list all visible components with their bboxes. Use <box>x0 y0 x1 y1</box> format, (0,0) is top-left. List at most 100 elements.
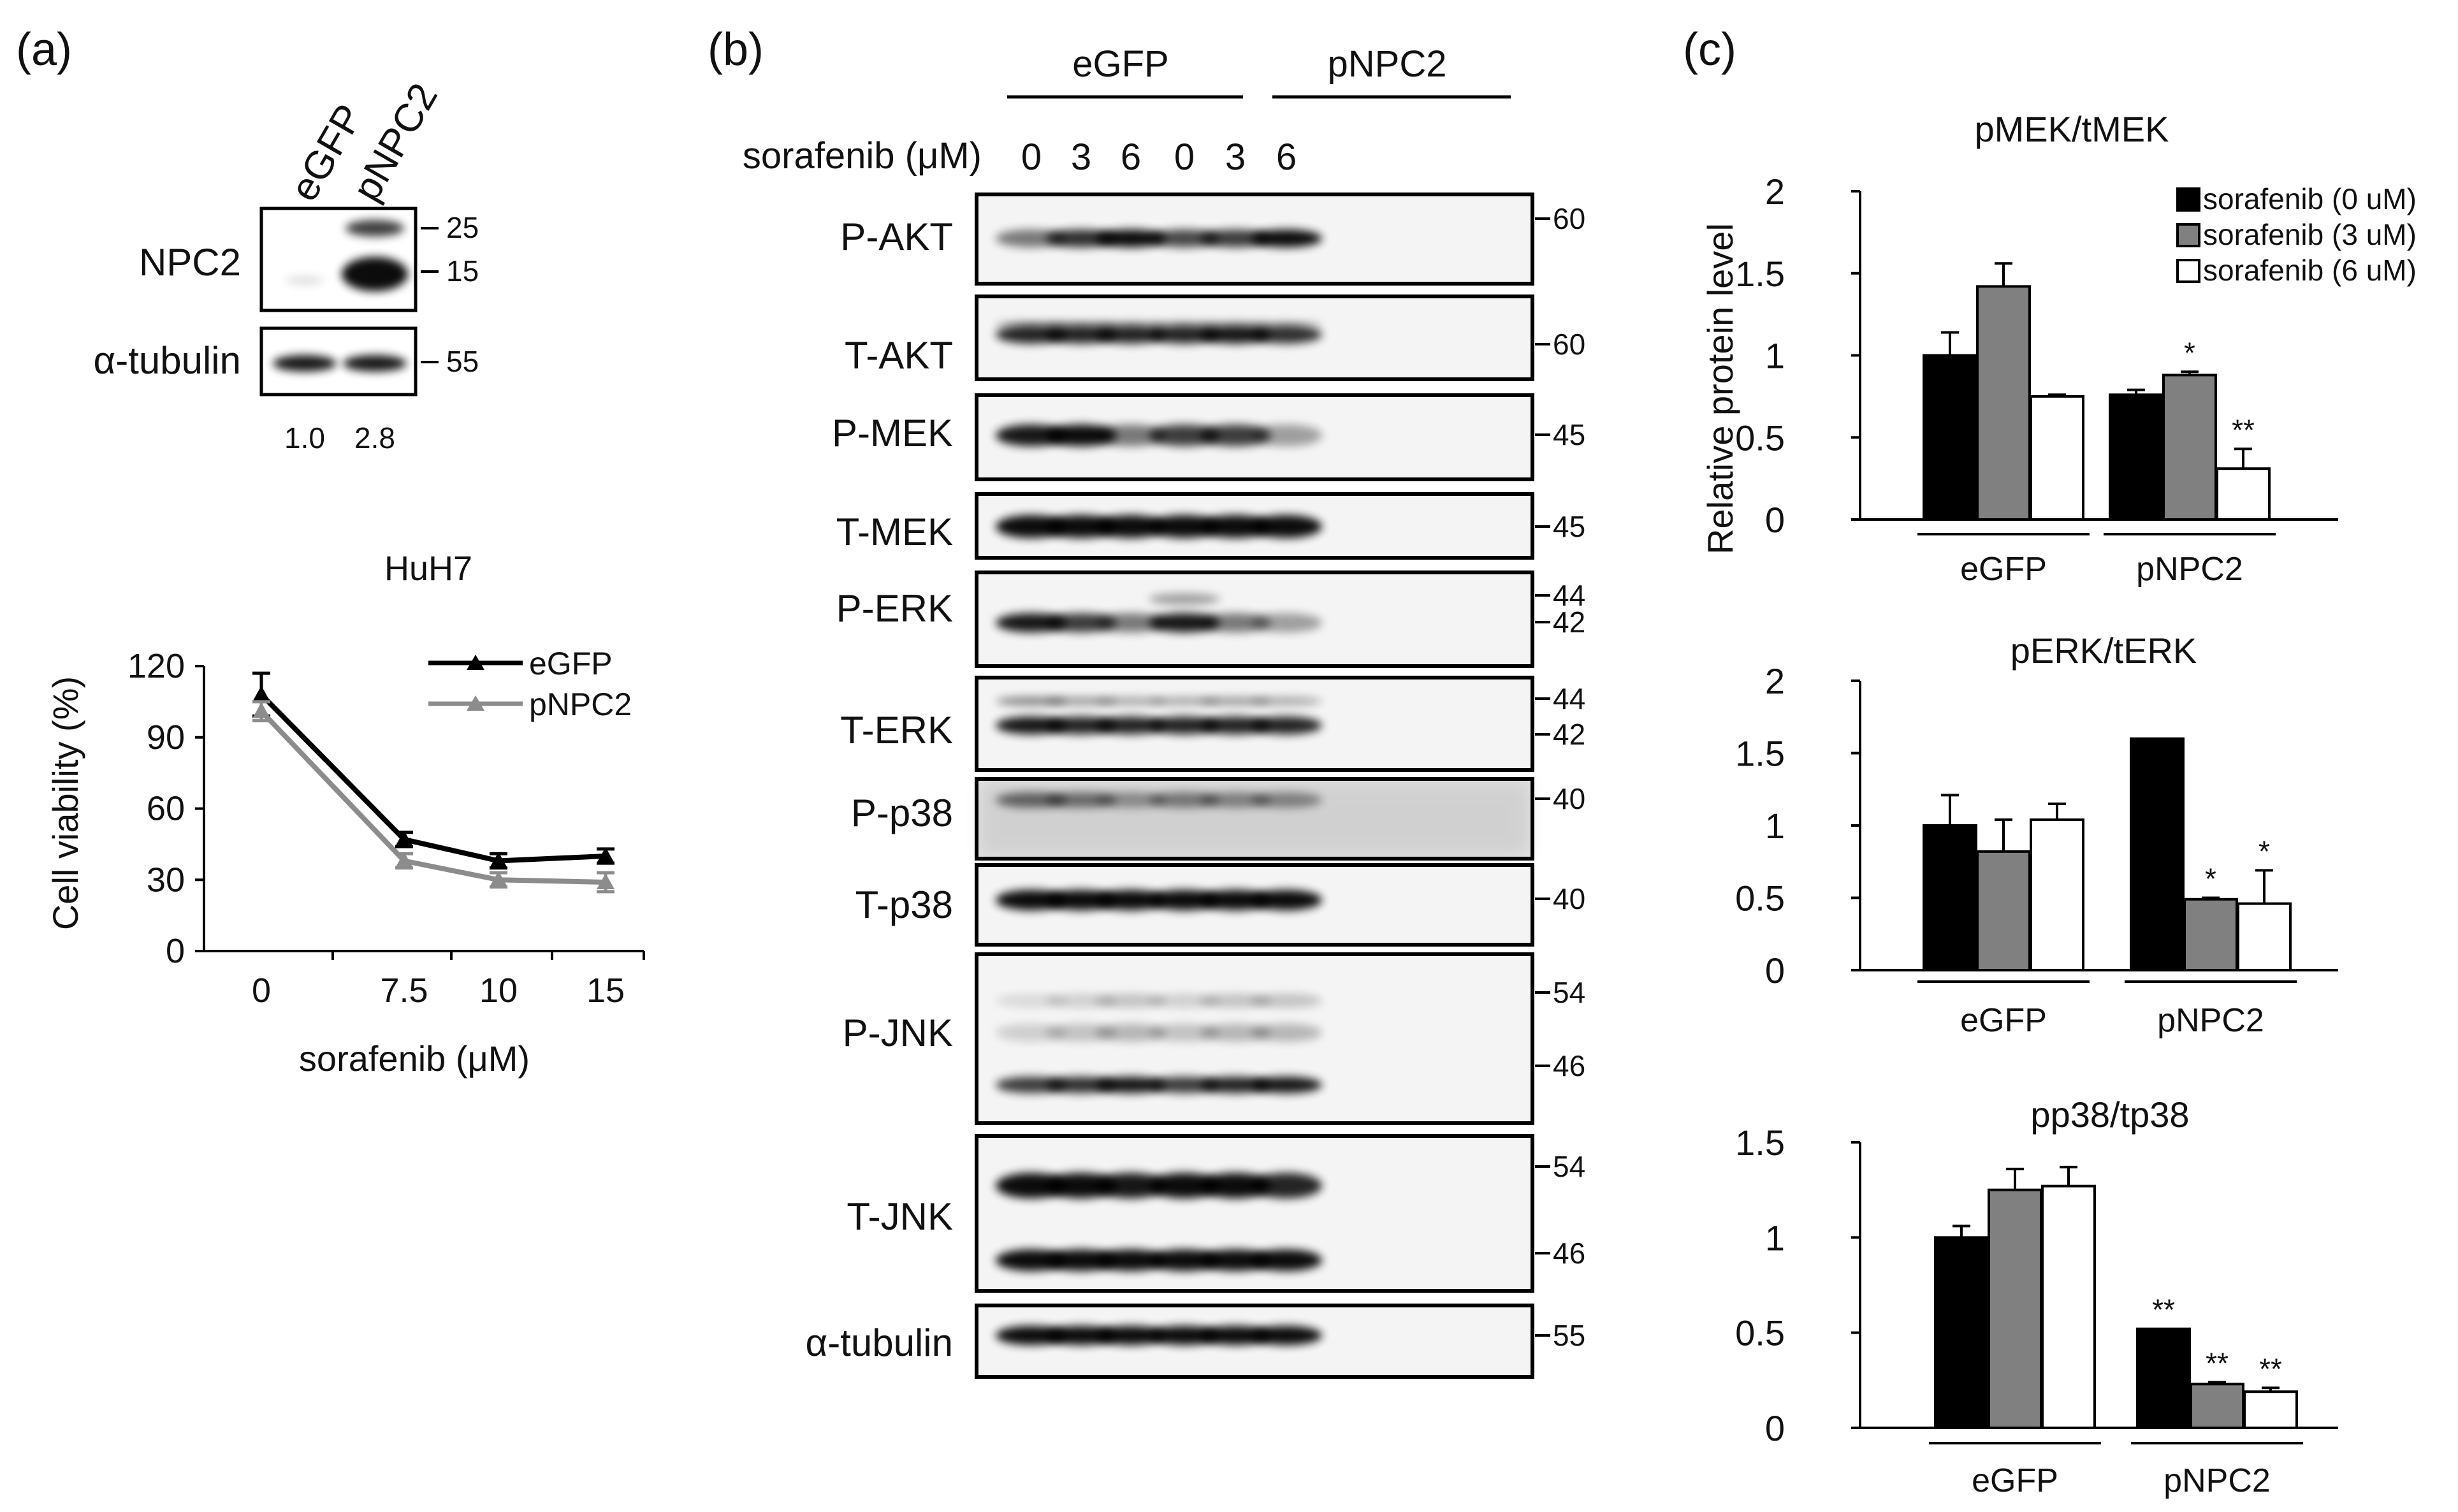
blot-band <box>1045 321 1117 329</box>
blot-label: T-JNK <box>847 1195 953 1238</box>
blot-band <box>1251 697 1322 706</box>
blot-band <box>1095 716 1167 734</box>
mw-marker: 54 <box>1553 1150 1585 1183</box>
x-category-label: pNPC2 <box>2136 551 2243 588</box>
data-point <box>490 852 507 868</box>
blot-band <box>996 1326 1067 1345</box>
blot-band <box>1149 1249 1220 1271</box>
data-point <box>395 852 413 868</box>
blot-band <box>1149 321 1220 329</box>
blot-band <box>1149 326 1220 344</box>
blot-band <box>1045 515 1117 538</box>
significance-mark: ** <box>2206 1346 2229 1379</box>
x-category-label: eGFP <box>1972 1462 2058 1499</box>
blot-band <box>1149 613 1220 632</box>
legend-marker <box>467 695 484 711</box>
lane-label-pnpc2: pNPC2 <box>344 76 446 208</box>
y-tick-label: 0 <box>166 932 185 970</box>
data-point <box>490 871 507 887</box>
bar <box>2109 393 2163 521</box>
bar <box>2216 467 2271 521</box>
chart-title: pERK/tERK <box>2011 630 2197 671</box>
dose-label: 0 <box>1174 136 1195 178</box>
blot-band <box>996 515 1067 538</box>
mw-marker: 42 <box>1553 606 1585 639</box>
blot-band <box>1095 697 1167 706</box>
blot-band <box>1149 1024 1220 1042</box>
bar <box>2130 737 2185 972</box>
blot-label: α-tubulin <box>806 1321 953 1364</box>
blot-band <box>1149 1077 1220 1093</box>
blot-band <box>1095 1249 1167 1271</box>
blot-band <box>1200 326 1271 344</box>
mw-marker: 60 <box>1553 328 1585 361</box>
blot-band <box>273 355 337 372</box>
y-tick-label: 2 <box>1765 171 1785 212</box>
blot-band <box>1095 890 1167 910</box>
blot-band <box>1149 229 1220 247</box>
significance-mark: ** <box>2259 1352 2282 1385</box>
blot-band <box>1095 425 1167 446</box>
blot-row: T-AKT 60 <box>845 294 1585 381</box>
blot-band <box>1095 1024 1167 1042</box>
blot-band <box>1251 890 1322 910</box>
blot-band <box>996 716 1067 734</box>
data-point <box>597 847 614 863</box>
blot-band <box>1149 716 1220 734</box>
y-tick-label: 60 <box>147 790 185 828</box>
significance-mark: * <box>2258 834 2270 868</box>
blot-band <box>1251 515 1322 538</box>
significance-mark: ** <box>2152 1293 2175 1327</box>
blot-label: P-MEK <box>832 412 953 454</box>
blot-band <box>1045 1024 1117 1042</box>
dose-label: 0 <box>1021 136 1042 178</box>
significance-mark: ** <box>2232 413 2255 446</box>
group-label-pnpc2: pNPC2 <box>1328 43 1447 85</box>
data-point <box>252 702 270 718</box>
bar <box>1923 824 1977 971</box>
y-tick-label: 2 <box>1765 661 1785 701</box>
blot-band <box>1200 515 1271 538</box>
data-point <box>395 830 413 847</box>
blot-band <box>1200 1326 1271 1345</box>
blot-band <box>1045 697 1117 706</box>
blot-band <box>1095 326 1167 344</box>
quant-pnpc2: 2.8 <box>354 421 395 454</box>
blot-band <box>1045 890 1117 910</box>
blot-band <box>1149 994 1220 1008</box>
x-category-label: eGFP <box>1960 551 2047 588</box>
blot-band <box>1045 425 1117 446</box>
blot-label: T-ERK <box>840 709 953 752</box>
blot-band <box>1045 1326 1117 1345</box>
blot-band <box>1045 229 1117 247</box>
blot-row: P-JNK 54 46 <box>843 952 1585 1125</box>
blot-band <box>1045 792 1117 808</box>
blot-band <box>345 220 404 236</box>
blot-label-npc2: NPC2 <box>139 241 241 284</box>
blot-label: P-AKT <box>840 215 953 258</box>
blot-band <box>1149 515 1220 538</box>
blot-band <box>1251 613 1322 632</box>
blot-band <box>1149 425 1220 446</box>
y-tick-label: 0.5 <box>1735 878 1785 919</box>
blot-band <box>1095 792 1167 808</box>
blot-band <box>1200 716 1271 734</box>
legend-label: eGFP <box>529 646 613 681</box>
blot-band <box>1251 1024 1322 1042</box>
blot-band <box>1251 792 1322 808</box>
blot-band <box>1045 994 1117 1008</box>
blot-a-npc2-bands <box>286 220 408 291</box>
data-point <box>597 873 614 889</box>
mw-marker: 55 <box>1553 1319 1585 1352</box>
blot-row: T-JNK 54 46 <box>847 1134 1585 1293</box>
blot-band <box>343 355 407 372</box>
y-tick-label: 1.5 <box>1735 1123 1785 1163</box>
blot-band <box>1200 321 1271 329</box>
y-tick-label: 1 <box>1765 806 1785 846</box>
blot-band <box>996 1249 1067 1271</box>
series-line-eGFP <box>259 692 606 864</box>
x-axis-label: sorafenib (μM) <box>299 1038 530 1079</box>
